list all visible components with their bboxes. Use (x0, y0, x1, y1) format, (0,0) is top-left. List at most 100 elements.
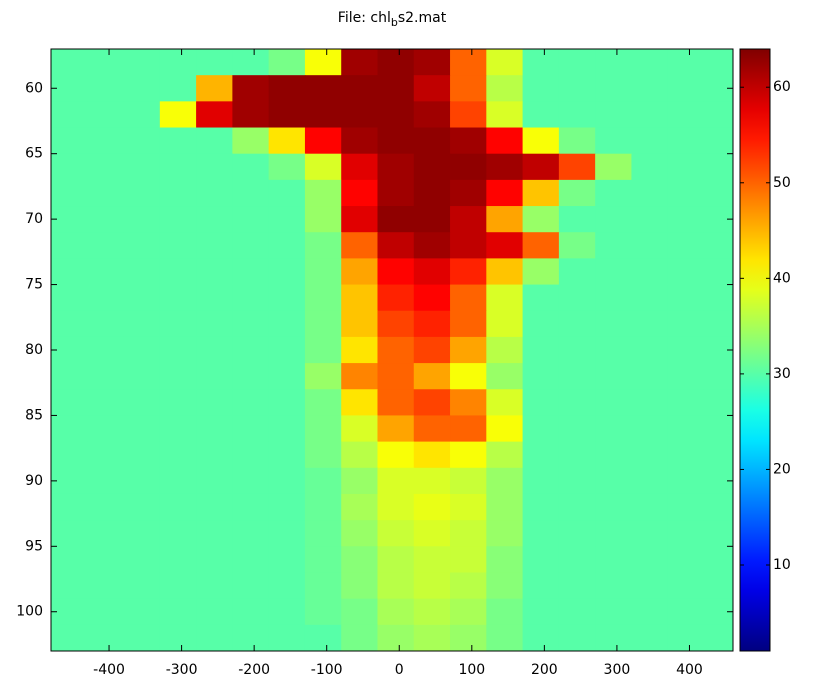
heatmap-cell (51, 75, 88, 102)
heatmap-cell (522, 101, 560, 129)
heatmap-cell (450, 232, 487, 259)
heatmap-cell (413, 284, 451, 312)
heatmap-cell (377, 284, 415, 312)
heatmap-cell (268, 572, 306, 600)
heatmap-cell (522, 441, 560, 469)
heatmap-cell (558, 441, 596, 469)
heatmap-cell (232, 363, 270, 390)
heatmap-cell (87, 258, 125, 286)
heatmap-cell (413, 624, 451, 651)
title-part: s2.mat (398, 10, 447, 26)
y-tick-label: 65 (25, 146, 43, 162)
heatmap-cell (522, 572, 560, 600)
heatmap-cell (522, 206, 560, 233)
heatmap-cell (159, 441, 197, 469)
heatmap-cell (304, 258, 342, 286)
heatmap-cell (123, 310, 161, 338)
heatmap-cell (377, 127, 415, 155)
heatmap-cell (304, 336, 342, 364)
x-tick-label: -300 (166, 662, 198, 678)
heatmap-cell (703, 258, 733, 286)
heatmap-cell (595, 441, 632, 469)
heatmap-cell (87, 284, 125, 312)
x-tick-label: -100 (311, 662, 343, 678)
heatmap-cell (667, 49, 705, 76)
heatmap-cell (304, 389, 342, 416)
heatmap-cell (522, 49, 560, 76)
heatmap-cell (377, 363, 415, 390)
heatmap-cell (51, 546, 88, 573)
heatmap-cell (631, 467, 669, 495)
heatmap-cell (304, 493, 342, 521)
heatmap-cell (631, 49, 669, 76)
heatmap-cell (341, 572, 378, 600)
heatmap-cell (450, 546, 487, 573)
heatmap-cell (558, 624, 596, 651)
heatmap-cell (159, 284, 197, 312)
heatmap-cell (558, 179, 596, 207)
heatmap-cell (159, 153, 197, 181)
heatmap-cell (232, 310, 270, 338)
heatmap-cell (486, 153, 524, 181)
heatmap-cell (413, 101, 451, 129)
heatmap-cell (595, 153, 632, 181)
heatmap-cell (558, 467, 596, 495)
heatmap-cell (341, 206, 378, 233)
heatmap-cell (87, 153, 125, 181)
heatmap-cell (631, 389, 669, 416)
heatmap-cell (631, 232, 669, 259)
heatmap-cell (87, 572, 125, 600)
heatmap-cell (304, 206, 342, 233)
y-tick-label: 75 (25, 277, 43, 293)
heatmap-cell (667, 546, 705, 573)
heatmap-cell (631, 153, 669, 181)
heatmap-cell (703, 49, 733, 76)
heatmap-cell (486, 258, 524, 286)
heatmap-cell (486, 336, 524, 364)
heatmap-cell (667, 598, 705, 626)
heatmap-cell (232, 101, 270, 129)
heatmap-cell (450, 101, 487, 129)
heatmap-cell (341, 258, 378, 286)
heatmap-cell (196, 75, 233, 102)
heatmap-cell (522, 336, 560, 364)
heatmap-cell (304, 572, 342, 600)
heatmap-cell (413, 232, 451, 259)
heatmap-cell (304, 546, 342, 573)
heatmap-cell (268, 624, 306, 651)
heatmap-cell (522, 153, 560, 181)
heatmap-cell (631, 598, 669, 626)
heatmap-cell (51, 624, 88, 651)
heatmap-cell (595, 258, 632, 286)
heatmap-cell (123, 467, 161, 495)
heatmap-cell (667, 179, 705, 207)
y-tick-label: 100 (16, 604, 43, 620)
heatmap-cell (558, 75, 596, 102)
heatmap-cell (304, 467, 342, 495)
heatmap-cell (196, 49, 233, 76)
heatmap-cell (51, 389, 88, 416)
heatmap-cell (196, 232, 233, 259)
heatmap-cell (341, 363, 378, 390)
heatmap-cell (51, 127, 88, 155)
heatmap-cell (486, 624, 524, 651)
heatmap-cell (413, 441, 451, 469)
heatmap-cell (268, 415, 306, 443)
heatmap-cell (413, 179, 451, 207)
heatmap-cell (196, 441, 233, 469)
heatmap-cell (51, 206, 88, 233)
heatmap-cell (377, 336, 415, 364)
heatmap-cell (450, 310, 487, 338)
heatmap-cell (667, 493, 705, 521)
heatmap-cell (667, 363, 705, 390)
heatmap-cell (304, 101, 342, 129)
heatmap-cell (377, 467, 415, 495)
heatmap-cell (123, 493, 161, 521)
heatmap-cell (268, 101, 306, 129)
heatmap-cell (595, 284, 632, 312)
heatmap-cell (159, 206, 197, 233)
y-tick-label: 95 (25, 538, 43, 554)
heatmap-cell (703, 284, 733, 312)
heatmap-cell (522, 598, 560, 626)
heatmap-cell (87, 127, 125, 155)
